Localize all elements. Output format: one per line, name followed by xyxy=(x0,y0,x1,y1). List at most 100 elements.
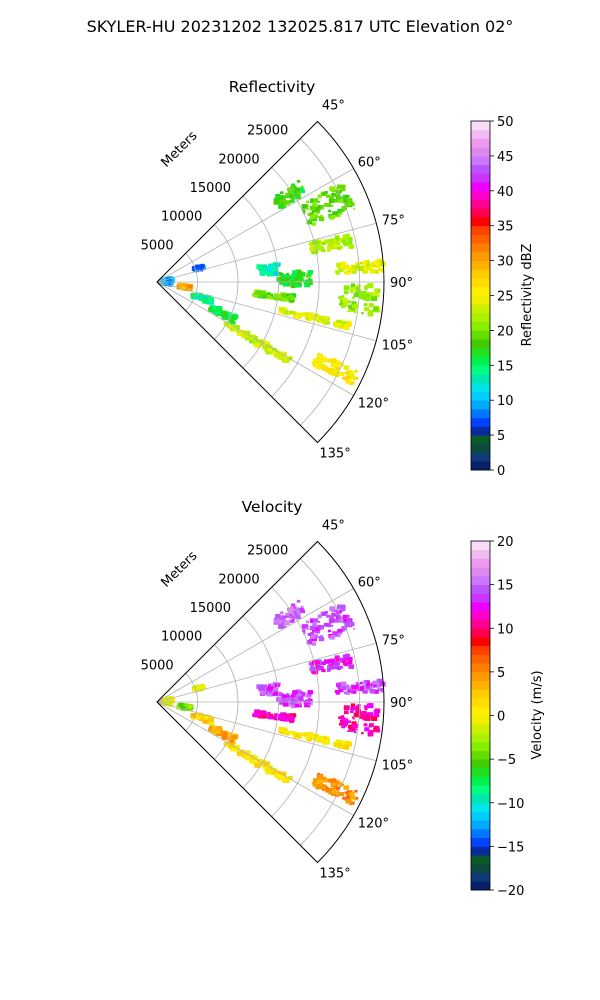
echo-pixel xyxy=(301,691,304,693)
echo-pixel xyxy=(322,669,326,672)
echo-pixel xyxy=(351,727,356,731)
echo-pixel xyxy=(278,715,282,719)
echo-pixel xyxy=(187,285,192,289)
echo-pixel xyxy=(369,303,374,307)
colorbar-swatch xyxy=(471,243,490,253)
echo-pixel xyxy=(274,353,279,358)
echo-pixel xyxy=(307,315,310,318)
echo-pixel xyxy=(178,282,184,287)
echo-pixel xyxy=(327,779,332,782)
echo-pixel xyxy=(262,345,267,350)
echo-pixel xyxy=(225,316,231,321)
echo-pixel xyxy=(324,786,329,790)
echo-pixel xyxy=(192,714,197,718)
echo-pixel xyxy=(339,784,343,787)
echo-pixel xyxy=(322,364,325,368)
echo-pixel xyxy=(254,342,261,348)
echo-pixel xyxy=(341,295,345,298)
echo-pixel xyxy=(349,795,356,800)
echo-pixel xyxy=(359,714,365,719)
echo-pixel xyxy=(369,689,376,694)
echo-pixel xyxy=(334,609,338,613)
echo-pixel xyxy=(336,242,341,245)
range-tick-label: 15000 xyxy=(190,181,231,196)
echo-pixel xyxy=(308,313,314,318)
echo-pixel xyxy=(354,687,358,690)
echo-pixel xyxy=(371,682,374,685)
echo-pixel xyxy=(362,297,367,301)
echo-pixel xyxy=(278,276,284,281)
echo-pixel xyxy=(256,264,263,269)
echo-pixel xyxy=(329,198,335,203)
echo-pixel xyxy=(305,200,310,204)
colorbar-swatch xyxy=(471,671,490,682)
echo-pixel xyxy=(354,789,358,793)
echo-pixel xyxy=(346,373,352,378)
echo-pixel xyxy=(282,277,286,281)
echo-pixel xyxy=(258,339,263,343)
echo-pixel xyxy=(365,265,370,269)
echo-pixel xyxy=(345,371,349,374)
echo-pixel xyxy=(363,723,368,727)
echo-pixel xyxy=(343,705,350,710)
echo-pixel xyxy=(354,685,359,689)
echo-pixel xyxy=(326,194,331,198)
echo-pixel xyxy=(270,683,275,687)
colorbar-swatch xyxy=(471,846,490,856)
echo-pixel xyxy=(362,717,367,721)
echo-pixel xyxy=(316,630,320,634)
echo-pixel xyxy=(357,287,361,291)
echo-pixel xyxy=(297,733,300,735)
echo-pixel xyxy=(338,782,343,786)
echo-pixel xyxy=(316,779,322,784)
echo-pixel xyxy=(230,740,236,745)
echo-pixel xyxy=(350,269,357,274)
colorbar-swatch xyxy=(471,636,490,647)
echo-pixel xyxy=(344,657,349,661)
echo-pixel xyxy=(261,760,267,766)
echo-pixel xyxy=(286,779,289,782)
echo-pixel xyxy=(327,248,331,252)
echo-pixel xyxy=(279,776,285,780)
echo-pixel xyxy=(322,788,325,791)
echo-pixel xyxy=(373,727,378,732)
echo-pixel xyxy=(360,291,365,295)
echo-pixel xyxy=(339,211,343,214)
echo-pixel xyxy=(371,262,374,265)
echo-pixel xyxy=(221,315,228,320)
colorbar-swatch xyxy=(471,602,490,612)
echo-pixel xyxy=(352,297,355,300)
range-tick-label: 25000 xyxy=(247,124,288,139)
echo-pixel xyxy=(374,684,377,687)
echo-pixel xyxy=(367,731,374,737)
echo-pixel xyxy=(338,237,343,242)
echo-pixel xyxy=(246,336,249,338)
echo-pixel xyxy=(347,660,353,665)
echo-pixel xyxy=(291,618,295,621)
echo-pixel xyxy=(192,294,197,298)
echo-pixel xyxy=(261,764,264,767)
echo-pixel xyxy=(305,316,310,321)
echo-pixel xyxy=(277,620,282,625)
echo-pixel xyxy=(359,682,362,684)
azimuth-tick-label: 135° xyxy=(319,866,350,881)
echo-pixel xyxy=(373,730,376,733)
echo-pixel xyxy=(355,289,362,295)
echo-pixel xyxy=(348,198,353,202)
echo-pixel xyxy=(362,271,366,274)
echo-pixel xyxy=(345,791,349,794)
echo-pixel xyxy=(255,294,259,297)
echo-pixel xyxy=(341,626,348,631)
echo-pixel xyxy=(363,715,366,718)
echo-pixel xyxy=(306,628,309,631)
echo-pixel xyxy=(322,192,326,195)
echo-pixel xyxy=(315,626,321,632)
echo-pixel xyxy=(212,309,217,314)
echo-pixel xyxy=(197,685,202,689)
echo-pixel xyxy=(366,263,370,267)
echo-pixel xyxy=(343,198,349,204)
echo-pixel xyxy=(330,358,337,363)
echo-pixel xyxy=(283,203,287,207)
echo-pixel xyxy=(317,201,321,203)
colorbar-tick-label: −10 xyxy=(497,797,524,812)
